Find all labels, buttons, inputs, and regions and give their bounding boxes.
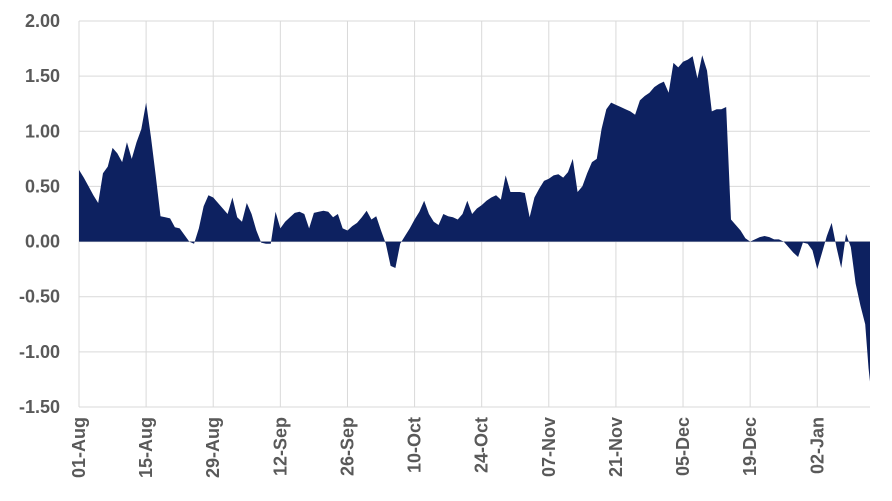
y-tick-label: -1.00 [19, 342, 60, 362]
x-tick-label: 10-Oct [405, 417, 425, 473]
x-tick-label: 15-Aug [136, 417, 156, 478]
y-tick-label: 1.00 [25, 121, 60, 141]
x-tick-label: 02-Jan [807, 417, 827, 474]
x-tick-label: 01-Aug [69, 417, 89, 478]
x-tick-label: 21-Nov [606, 417, 626, 477]
y-tick-label: -0.50 [19, 287, 60, 307]
y-tick-label: 0.50 [25, 176, 60, 196]
x-tick-label: 29-Aug [203, 417, 223, 478]
series-area-path [79, 55, 870, 382]
y-tick-label: 2.00 [25, 11, 60, 31]
y-axis-tick-labels: 2.00 1.50 1.00 0.50 0.00 -0.50 -1.00 -1.50 [19, 11, 60, 417]
series-area [79, 55, 870, 382]
x-tick-label: 19-Dec [740, 417, 760, 476]
x-axis-tick-labels: 01-Aug 15-Aug 29-Aug 12-Sep 26-Sep 10-Oct 24-O… [69, 417, 827, 478]
x-tick-label: 24-Oct [472, 417, 492, 473]
x-tick-label: 07-Nov [539, 417, 559, 477]
y-tick-label: 1.50 [25, 66, 60, 86]
x-tick-label: 26-Sep [337, 417, 357, 476]
x-tick-label: 05-Dec [673, 417, 693, 476]
x-tick-label: 12-Sep [270, 417, 290, 476]
y-tick-label: -1.50 [19, 397, 60, 417]
y-tick-label: 0.00 [25, 232, 60, 252]
